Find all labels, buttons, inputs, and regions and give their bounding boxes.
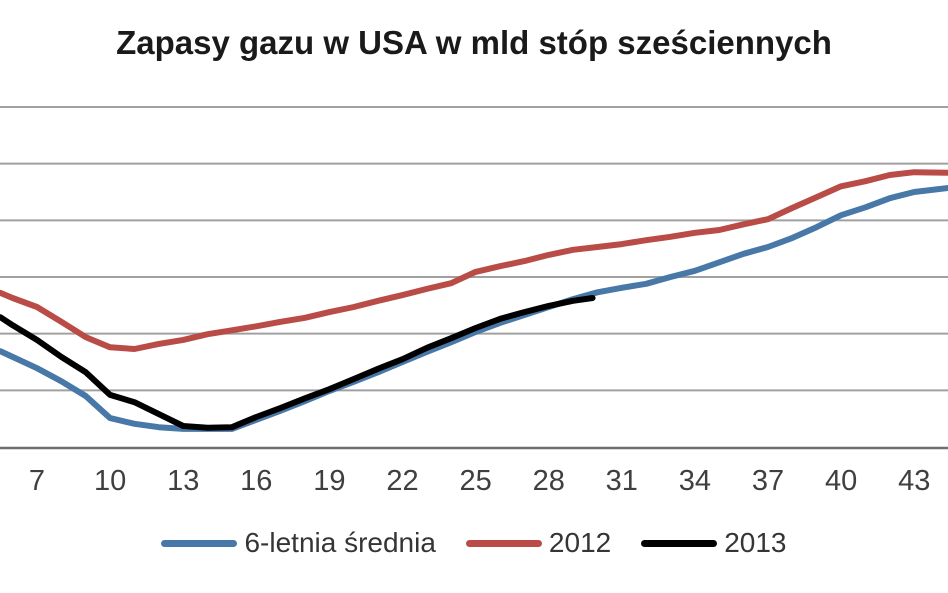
x-tick-label: 40 xyxy=(825,465,857,497)
chart-title: Zapasy gazu w USA w mld stóp sześciennyc… xyxy=(116,24,832,61)
legend-label: 2012 xyxy=(548,527,612,558)
legend-item-2013: 2013 xyxy=(641,527,787,559)
legend-item-6-letnia-średnia: 6-letnia średnia xyxy=(161,527,436,559)
legend-swatch xyxy=(641,539,718,547)
series-line-2013 xyxy=(0,295,596,431)
legend-label: 2013 xyxy=(724,527,787,558)
x-tick-label: 10 xyxy=(94,465,126,497)
x-tick-label: 43 xyxy=(898,465,930,497)
legend-swatch xyxy=(465,539,542,547)
legend: 6-letnia średnia 2012 2013 xyxy=(0,527,948,559)
legend-item-2012: 2012 xyxy=(465,527,612,559)
x-tick-label: 7 xyxy=(29,465,45,497)
legend-label: 6-letnia średnia xyxy=(244,527,436,558)
x-tick-label: 34 xyxy=(679,465,711,497)
legend-swatch xyxy=(161,539,238,547)
x-tick-label: 28 xyxy=(533,465,565,497)
x-tick-label: 25 xyxy=(459,465,491,497)
series-line-2012 xyxy=(0,169,948,352)
x-tick-label: 16 xyxy=(240,465,272,497)
x-tick-label: 31 xyxy=(606,465,638,497)
x-tick-label: 13 xyxy=(167,465,199,497)
x-tick-label: 19 xyxy=(313,465,345,497)
x-tick-label: 22 xyxy=(386,465,418,497)
series-line-6-letnia-średnia xyxy=(0,185,948,432)
x-tick-label: 37 xyxy=(752,465,784,497)
